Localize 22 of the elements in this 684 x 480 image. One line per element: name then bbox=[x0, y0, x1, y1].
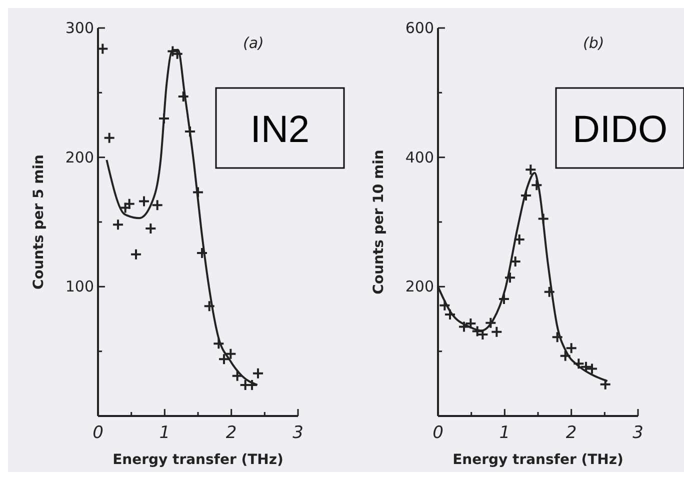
x-tick-label: 3 bbox=[632, 423, 644, 443]
y-tick-label: 300 bbox=[65, 19, 94, 37]
x-tick-label: 3 bbox=[292, 423, 304, 443]
x-axis-title: Energy transfer (THz) bbox=[452, 452, 624, 468]
x-tick-label: 2 bbox=[566, 423, 577, 443]
x-tick-label: 1 bbox=[159, 423, 170, 443]
x-tick-label: 1 bbox=[499, 423, 510, 443]
annotation: (b) bbox=[583, 34, 604, 52]
x-axis-title: Energy transfer (THz) bbox=[112, 452, 284, 468]
annotation: DIDO bbox=[572, 109, 668, 151]
y-tick-label: 400 bbox=[405, 148, 434, 166]
annotation: IN2 bbox=[250, 109, 310, 151]
x-tick-label: 0 bbox=[432, 423, 444, 443]
annotation: (a) bbox=[243, 34, 264, 52]
y-tick-label: 200 bbox=[405, 278, 434, 296]
y-tick-label: 200 bbox=[65, 148, 94, 166]
y-tick-label: 600 bbox=[405, 19, 434, 37]
y-tick-label: 100 bbox=[65, 278, 94, 296]
x-tick-label: 0 bbox=[92, 423, 104, 443]
x-tick-label: 2 bbox=[226, 423, 237, 443]
y-axis-title: Counts per 5 min bbox=[31, 154, 47, 290]
y-axis-title: Counts per 10 min bbox=[371, 150, 387, 294]
